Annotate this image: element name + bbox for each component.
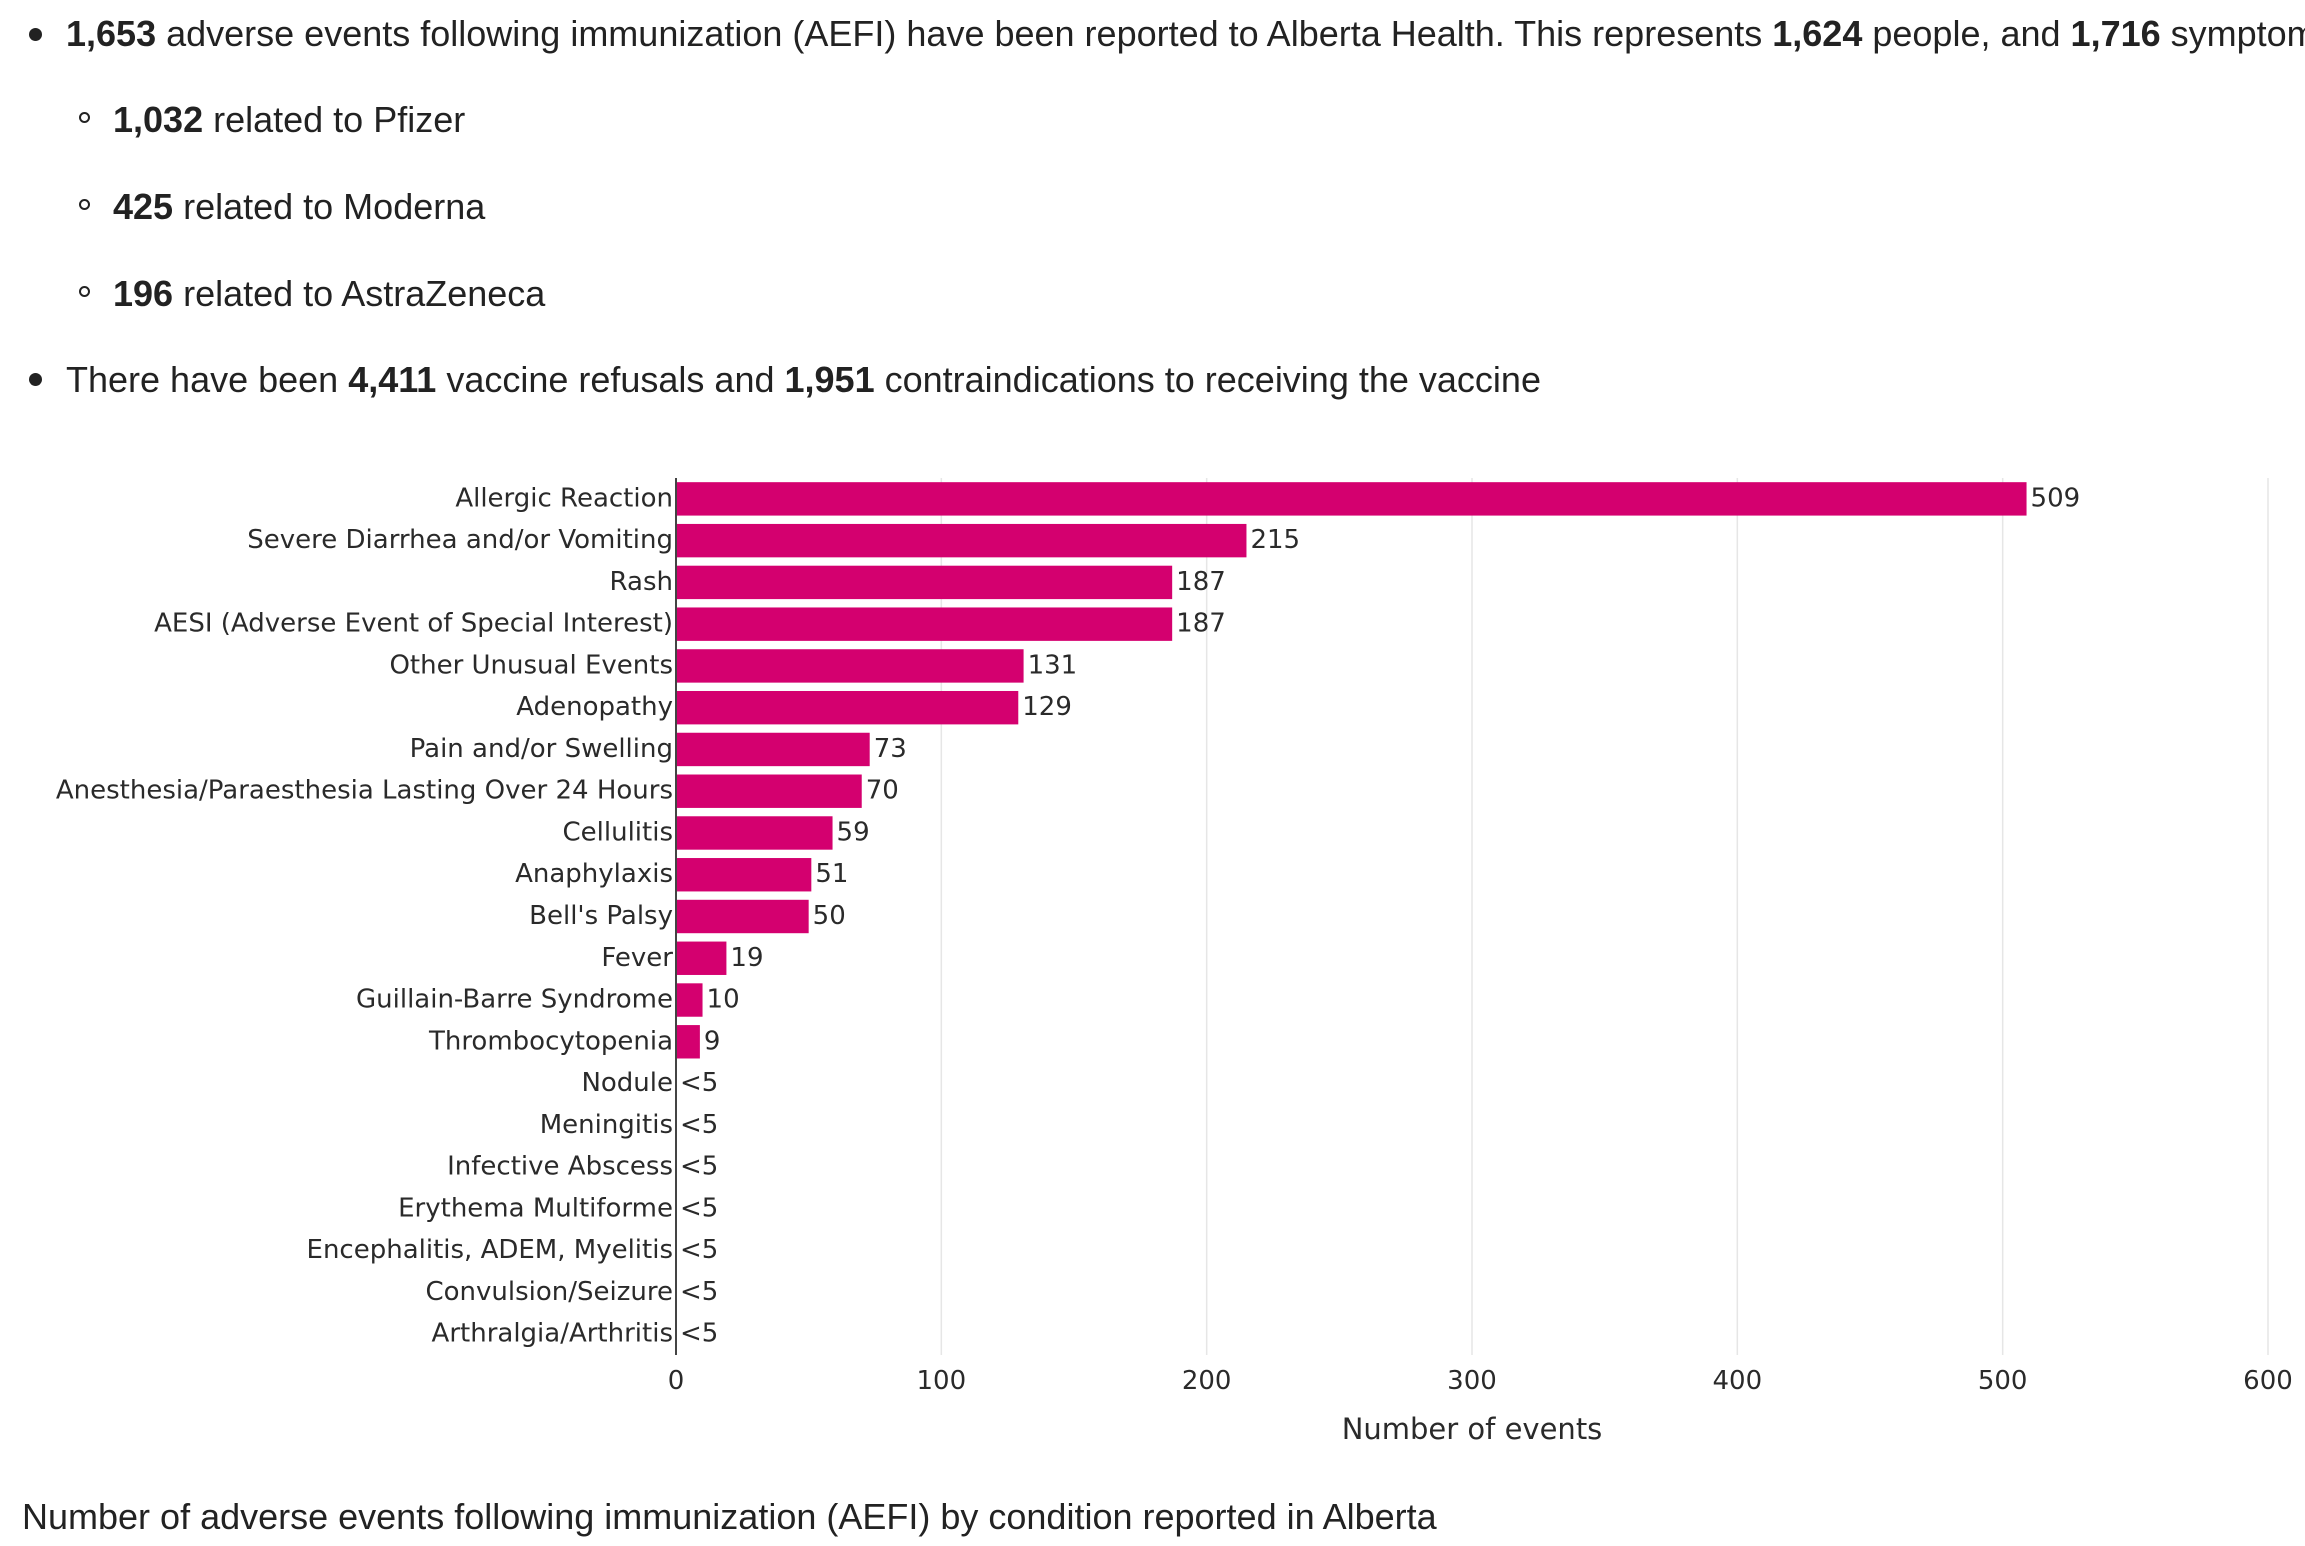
pfizer-count: 1,032 bbox=[113, 99, 204, 140]
category-label: Other Unusual Events bbox=[389, 650, 673, 680]
refusals-text-1: There have been bbox=[66, 359, 349, 400]
refusals-text-3: contraindications to receiving the vacci… bbox=[874, 359, 1541, 400]
moderna-line: 425 related to Moderna bbox=[113, 185, 485, 229]
aefi-text-2: people, and bbox=[1862, 13, 2071, 54]
x-tick-label: 400 bbox=[1713, 1366, 1763, 1396]
bar bbox=[676, 899, 809, 934]
value-label: 51 bbox=[815, 859, 848, 889]
bar bbox=[676, 816, 833, 850]
category-label: Convulsion/Seizure bbox=[425, 1277, 673, 1307]
category-label: Cellulitis bbox=[563, 817, 674, 847]
bullet-dot bbox=[29, 373, 42, 386]
x-tick-label: 600 bbox=[2243, 1366, 2293, 1396]
category-label: Adenopathy bbox=[516, 692, 673, 722]
refusals-line: There have been 4,411 vaccine refusals a… bbox=[66, 358, 1541, 402]
category-label: Severe Diarrhea and/or Vomiting bbox=[247, 525, 673, 555]
category-label: Allergic Reaction bbox=[455, 483, 673, 513]
category-label: Bell's Palsy bbox=[529, 901, 673, 931]
value-label: <5 bbox=[680, 1152, 718, 1182]
bar bbox=[676, 565, 1173, 600]
value-label: <5 bbox=[680, 1319, 718, 1349]
bar bbox=[676, 523, 1247, 558]
value-label: 215 bbox=[1250, 525, 1300, 555]
astrazeneca-count: 196 bbox=[113, 273, 174, 314]
category-label: Pain and/or Swelling bbox=[410, 734, 673, 764]
aefi-text-1: adverse events following immunization (A… bbox=[156, 13, 1773, 54]
refusals-text-2: vaccine refusals and bbox=[436, 359, 785, 400]
value-label: 73 bbox=[874, 734, 907, 764]
moderna-count: 425 bbox=[113, 186, 174, 227]
category-label: Arthralgia/Arthritis bbox=[432, 1319, 673, 1349]
aefi-bar-chart: Allergic Reaction 509 Severe Diarrhea and/… bbox=[0, 440, 2305, 1460]
aefi-text-3: symptoms. bbox=[2170, 13, 2305, 54]
aefi-people-count: 1,624 bbox=[1772, 13, 1863, 54]
category-label: Encephalitis, ADEM, Myelitis bbox=[307, 1235, 673, 1265]
bar bbox=[676, 607, 1173, 641]
aefi-count: 1,653 bbox=[66, 13, 157, 54]
value-label: 129 bbox=[1022, 692, 1072, 722]
bar bbox=[676, 941, 727, 975]
value-label: <5 bbox=[680, 1068, 718, 1098]
x-tick-label: 500 bbox=[1978, 1366, 2028, 1396]
contraindications-count: 1,951 bbox=[784, 359, 875, 400]
bar bbox=[676, 1025, 700, 1059]
category-label: Guillain-Barre Syndrome bbox=[356, 985, 673, 1015]
value-label: 59 bbox=[837, 817, 870, 847]
value-label: <5 bbox=[680, 1235, 718, 1265]
bar bbox=[676, 774, 862, 808]
bar bbox=[676, 858, 812, 892]
pfizer-text: related to Pfizer bbox=[203, 99, 466, 140]
x-tick-label: 100 bbox=[917, 1366, 967, 1396]
value-label: <5 bbox=[680, 1110, 718, 1140]
value-label: 70 bbox=[866, 776, 899, 806]
bar bbox=[676, 649, 1024, 683]
bullet-dot bbox=[29, 28, 42, 41]
value-label: 187 bbox=[1176, 567, 1226, 597]
pfizer-line: 1,032 related to Pfizer bbox=[113, 98, 465, 142]
category-label: Anesthesia/Paraesthesia Lasting Over 24 … bbox=[56, 776, 673, 806]
category-label: Infective Abscess bbox=[447, 1152, 673, 1182]
category-label: Fever bbox=[601, 943, 673, 973]
category-label: Nodule bbox=[581, 1068, 673, 1098]
value-label: 509 bbox=[2031, 483, 2081, 513]
chart-caption: Number of adverse events following immun… bbox=[22, 1496, 1437, 1537]
sub-bullet-circle bbox=[79, 112, 90, 123]
value-label: <5 bbox=[680, 1193, 718, 1223]
bar bbox=[676, 983, 703, 1017]
bar bbox=[676, 482, 2027, 516]
category-label: Rash bbox=[610, 567, 673, 597]
bar bbox=[676, 690, 1019, 725]
value-label: 9 bbox=[704, 1026, 721, 1056]
category-label: Erythema Multiforme bbox=[398, 1193, 673, 1223]
value-label: 50 bbox=[813, 901, 846, 931]
x-tick-label: 300 bbox=[1447, 1366, 1497, 1396]
sub-bullet-circle bbox=[79, 199, 90, 210]
refusals-count: 4,411 bbox=[348, 359, 437, 400]
bar bbox=[676, 732, 870, 767]
x-axis-title: Number of events bbox=[1342, 1412, 1603, 1446]
category-label: AESI (Adverse Event of Special Interest) bbox=[154, 609, 673, 639]
value-label: 187 bbox=[1176, 609, 1226, 639]
astrazeneca-line: 196 related to AstraZeneca bbox=[113, 272, 545, 316]
aefi-summary-line: 1,653 adverse events following immunizat… bbox=[66, 12, 2305, 56]
category-label: Anaphylaxis bbox=[515, 859, 673, 889]
value-label: 19 bbox=[730, 943, 763, 973]
value-label: <5 bbox=[680, 1277, 718, 1307]
astrazeneca-text: related to AstraZeneca bbox=[173, 273, 546, 314]
value-label: 131 bbox=[1028, 650, 1078, 680]
aefi-symptoms-count: 1,716 bbox=[2070, 13, 2161, 54]
x-tick-label: 0 bbox=[668, 1366, 685, 1396]
moderna-text: related to Moderna bbox=[173, 186, 486, 227]
sub-bullet-circle bbox=[79, 286, 90, 297]
category-label: Thrombocytopenia bbox=[428, 1026, 673, 1056]
x-tick-label: 200 bbox=[1182, 1366, 1232, 1396]
category-label: Meningitis bbox=[540, 1110, 673, 1140]
value-label: 10 bbox=[707, 985, 740, 1015]
